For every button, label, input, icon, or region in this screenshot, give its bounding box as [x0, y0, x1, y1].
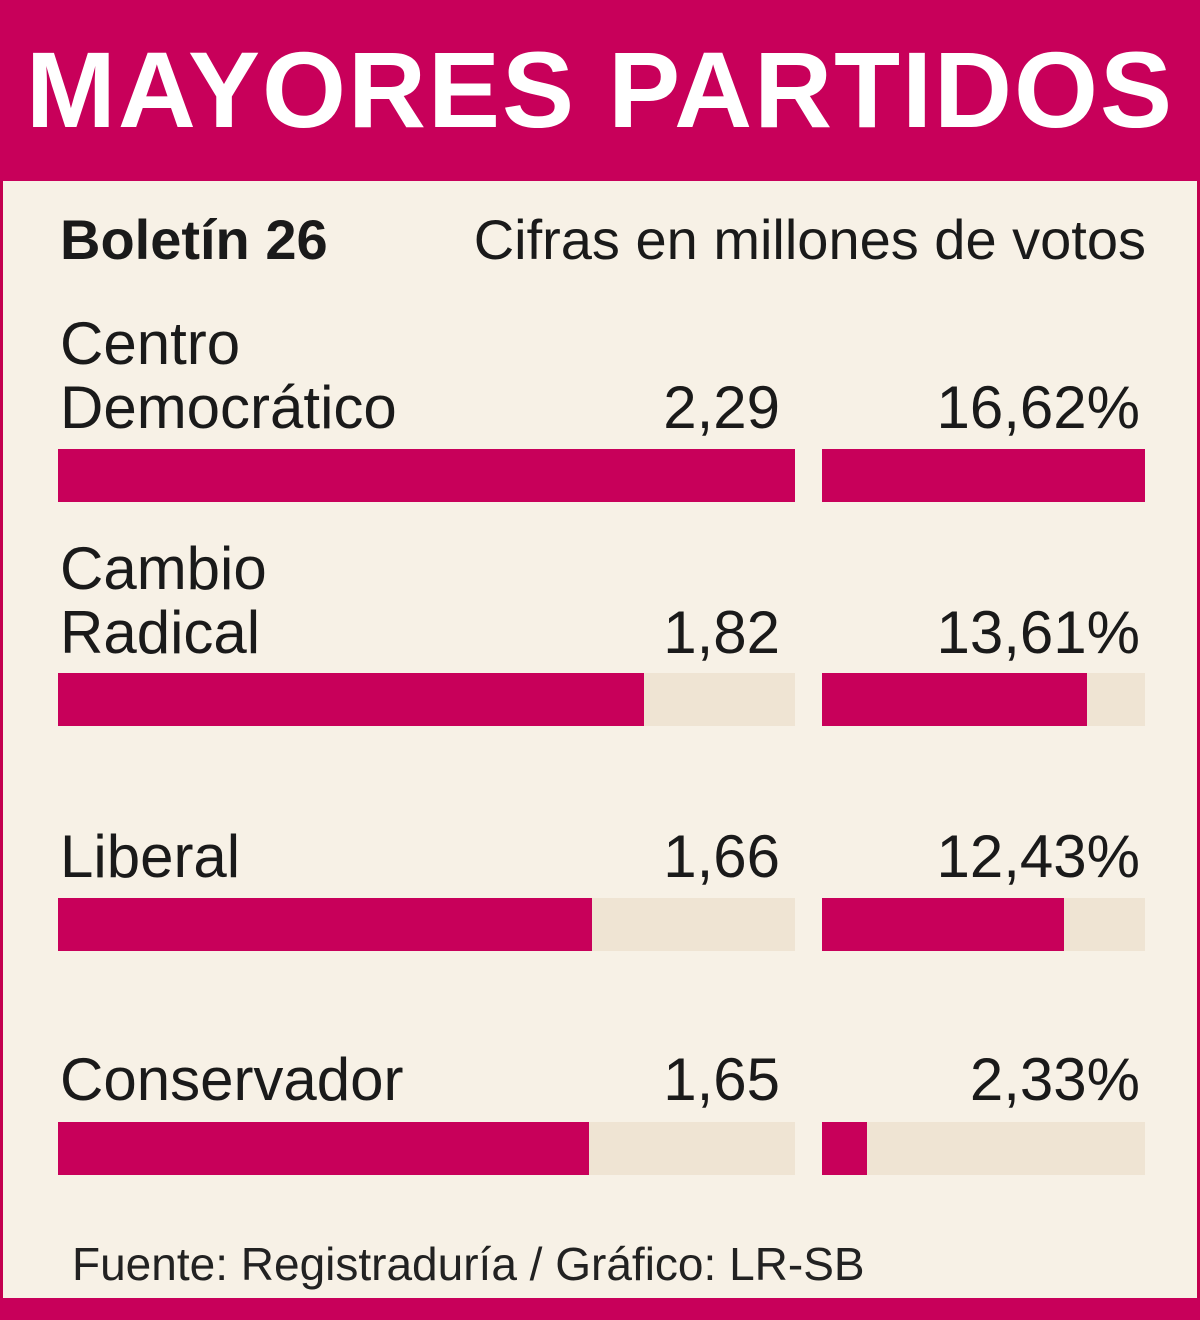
percent-bar	[822, 1122, 868, 1175]
votes-data-label: 1,65	[663, 1046, 780, 1113]
votes-bar	[58, 673, 644, 726]
votes-data-label: 1,82	[663, 599, 780, 666]
votes-bar-track	[58, 898, 795, 951]
percent-bar-track	[822, 1122, 1145, 1175]
units-note: Cifras en millones de votos	[473, 208, 1146, 271]
category-label-line1: Centro	[60, 310, 241, 377]
percent-data-label: 12,43%	[936, 823, 1141, 890]
votes-bar-track	[58, 449, 795, 502]
percent-bar	[822, 898, 1064, 951]
category-label-line2: Radical	[60, 599, 261, 666]
category-label: Liberal	[60, 823, 241, 890]
votes-bar	[58, 1122, 590, 1175]
source-note: Fuente: Registraduría / Gráfico: LR-SB	[72, 1238, 865, 1290]
footer-bar	[0, 1298, 1200, 1320]
votes-bar-track	[58, 673, 795, 726]
votes-data-label: 1,66	[663, 823, 780, 890]
votes-data-label: 2,29	[663, 374, 780, 441]
chart-subtitle: Boletín 26	[60, 208, 328, 271]
percent-bar-track	[822, 898, 1145, 951]
category-label-line2: Democrático	[60, 374, 397, 441]
percent-data-label: 2,33%	[969, 1046, 1140, 1113]
percent-data-label: 16,62%	[936, 374, 1141, 441]
title-banner: MAYORES PARTIDOS	[0, 0, 1200, 181]
chart-title: MAYORES PARTIDOS	[25, 29, 1175, 150]
percent-data-label: 13,61%	[936, 599, 1141, 666]
category-label: Conservador	[60, 1046, 404, 1113]
percent-bar	[822, 673, 1087, 726]
percent-bar	[822, 449, 1145, 502]
votes-bar	[58, 449, 795, 502]
percent-bar-track	[822, 449, 1145, 502]
category-label-line1: Cambio	[60, 535, 267, 602]
votes-bar	[58, 898, 593, 951]
percent-bar-track	[822, 673, 1145, 726]
votes-bar-track	[58, 1122, 795, 1175]
